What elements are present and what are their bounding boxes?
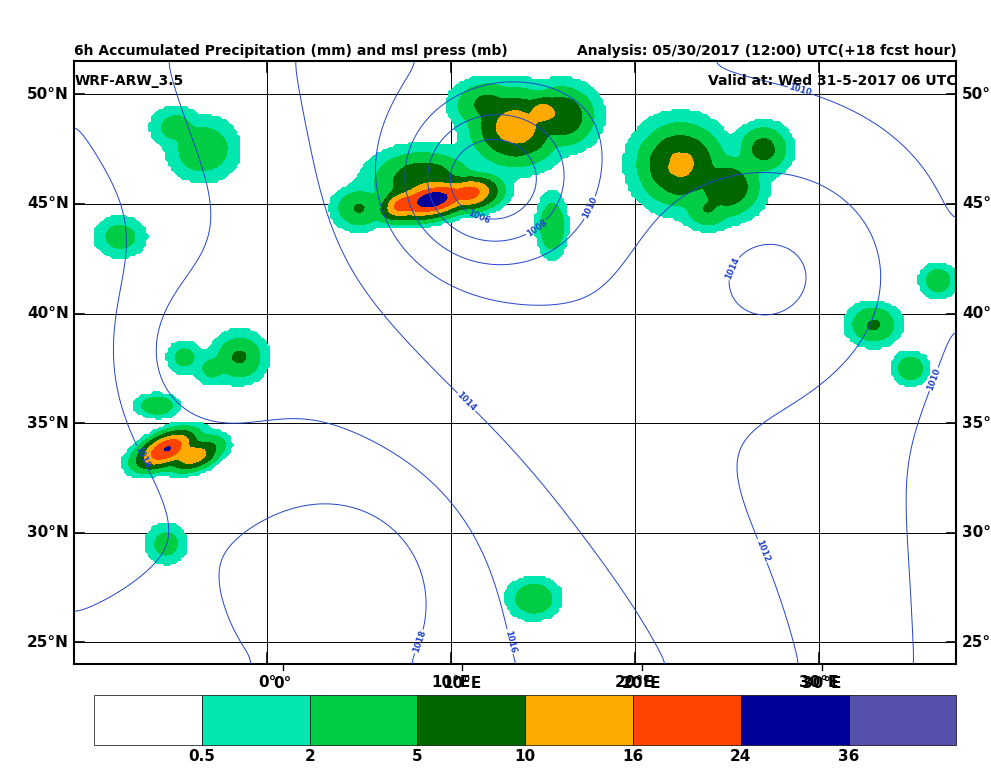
Text: 2: 2 bbox=[304, 749, 315, 764]
Text: 10°E: 10°E bbox=[443, 676, 482, 691]
Text: 30°N: 30°N bbox=[27, 525, 68, 540]
Text: 10°E: 10°E bbox=[431, 675, 471, 690]
Text: 50°N: 50°N bbox=[27, 87, 68, 102]
Text: 45°N: 45°N bbox=[962, 197, 991, 211]
Text: 5: 5 bbox=[412, 749, 423, 764]
Text: 0.5: 0.5 bbox=[188, 749, 215, 764]
Text: 1010: 1010 bbox=[788, 83, 813, 98]
Text: 6h Accumulated Precipitation (mm) and msl press (mb): 6h Accumulated Precipitation (mm) and ms… bbox=[74, 44, 508, 58]
Text: 20°E: 20°E bbox=[622, 676, 662, 691]
Text: 1012: 1012 bbox=[754, 538, 771, 564]
Text: 30°E: 30°E bbox=[799, 675, 838, 690]
Text: 25°N: 25°N bbox=[962, 635, 991, 650]
Text: 35°N: 35°N bbox=[27, 415, 68, 431]
Text: 1018: 1018 bbox=[133, 445, 152, 469]
Text: 1010: 1010 bbox=[926, 367, 942, 392]
Text: Analysis: 05/30/2017 (12:00) UTC(+18 fcst hour): Analysis: 05/30/2017 (12:00) UTC(+18 fcs… bbox=[577, 44, 956, 58]
Text: 45°N: 45°N bbox=[27, 197, 68, 211]
Text: 1014: 1014 bbox=[723, 256, 741, 280]
Text: 30°E: 30°E bbox=[802, 676, 841, 691]
Text: 10: 10 bbox=[514, 749, 536, 764]
Text: 0°: 0° bbox=[258, 675, 276, 690]
Text: 20°E: 20°E bbox=[615, 675, 654, 690]
Text: 1010: 1010 bbox=[581, 195, 600, 220]
Text: 0°: 0° bbox=[274, 676, 292, 691]
Text: 16: 16 bbox=[622, 749, 643, 764]
Text: 40°N: 40°N bbox=[27, 306, 68, 321]
Text: 1016: 1016 bbox=[502, 629, 517, 654]
Text: 35°N: 35°N bbox=[962, 415, 991, 431]
Text: 1006: 1006 bbox=[466, 208, 491, 225]
Text: 1018: 1018 bbox=[411, 629, 427, 654]
Text: 24: 24 bbox=[730, 749, 751, 764]
Text: Valid at: Wed 31-5-2017 06 UTC: Valid at: Wed 31-5-2017 06 UTC bbox=[708, 74, 956, 88]
Text: 40°N: 40°N bbox=[962, 306, 991, 321]
Text: 36: 36 bbox=[837, 749, 859, 764]
Text: 1008: 1008 bbox=[525, 217, 549, 238]
Text: 25°N: 25°N bbox=[27, 635, 68, 650]
Text: WRF-ARW_3.5: WRF-ARW_3.5 bbox=[74, 74, 183, 88]
Text: 1014: 1014 bbox=[455, 391, 478, 413]
Text: 50°N: 50°N bbox=[962, 87, 991, 102]
Text: 30°N: 30°N bbox=[962, 525, 991, 540]
